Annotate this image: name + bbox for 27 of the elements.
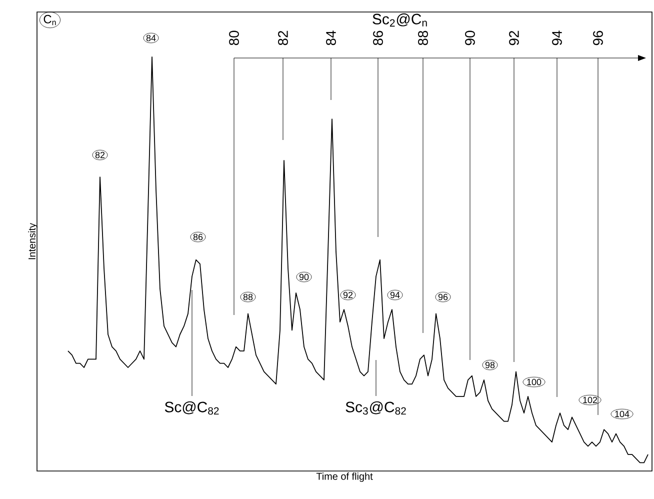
annotation: 104 xyxy=(615,410,630,418)
annotation: 100 xyxy=(527,378,542,386)
annotation: 94 xyxy=(390,292,400,298)
text: 90 xyxy=(465,30,475,46)
annotation: 86 xyxy=(193,234,203,240)
annotation: 102 xyxy=(583,396,598,404)
y-axis-title: Intensity xyxy=(28,222,38,260)
text: 88 xyxy=(418,30,428,46)
annotation: 96 xyxy=(438,294,448,300)
text: Sc$_{2}$@C$_{n}$ xyxy=(372,13,427,27)
text: 94 xyxy=(552,30,562,46)
annotation: 98 xyxy=(485,362,495,368)
text: 84 xyxy=(146,34,156,42)
text: C$_{n}$ xyxy=(44,14,56,26)
text: 86 xyxy=(373,30,383,46)
text: 92 xyxy=(509,30,519,46)
text: 82 xyxy=(278,30,288,46)
annotation: 82 xyxy=(95,152,105,158)
annotation: 90 xyxy=(299,274,309,280)
text: 80 xyxy=(229,30,239,46)
annotation: 92 xyxy=(343,292,353,298)
annotation: Sc$_{3}$@C$_{82}$ xyxy=(346,401,406,415)
annotation: Sc@C$_{82}$ xyxy=(164,401,219,415)
annotation: 88 xyxy=(243,294,253,300)
text: 84 xyxy=(326,30,336,46)
text: 96 xyxy=(593,30,603,46)
x-axis-title: Time of flight xyxy=(316,472,373,482)
